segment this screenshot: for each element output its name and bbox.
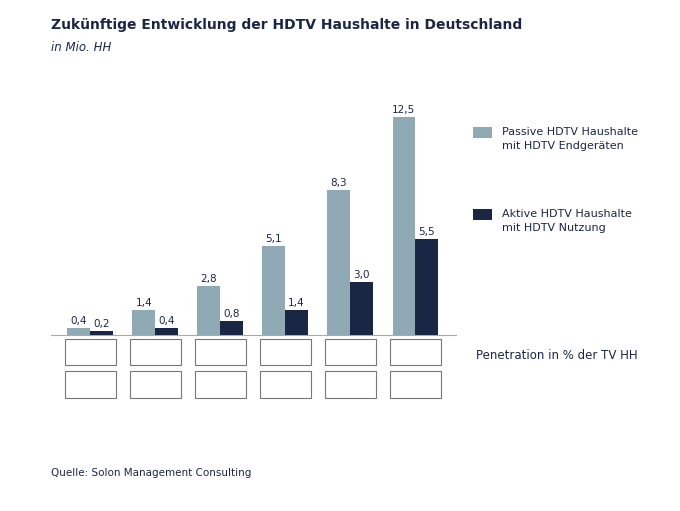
Bar — [285, 310, 308, 335]
Text: 13%: 13% — [272, 345, 298, 359]
Text: 0,2: 0,2 — [93, 319, 109, 329]
Text: 8,3: 8,3 — [330, 178, 347, 188]
Text: 5,5: 5,5 — [418, 227, 435, 237]
Bar — [197, 286, 220, 335]
Text: Aktive HDTV Haushalte
mit HDTV Nutzung: Aktive HDTV Haushalte mit HDTV Nutzung — [502, 210, 632, 233]
Bar — [350, 283, 373, 335]
Bar — [133, 310, 155, 335]
Text: Quelle: Solon Management Consulting: Quelle: Solon Management Consulting — [51, 468, 252, 478]
Bar — [415, 239, 438, 335]
Bar — [392, 117, 415, 335]
Text: 5,1: 5,1 — [265, 234, 282, 244]
Text: 12,5: 12,5 — [392, 105, 415, 114]
Text: 8%: 8% — [341, 378, 360, 391]
Text: 0,4: 0,4 — [158, 316, 175, 326]
Text: 8%: 8% — [211, 345, 229, 359]
Text: 1%: 1% — [81, 345, 99, 359]
Bar — [155, 328, 178, 335]
Text: 22%: 22% — [337, 345, 363, 359]
Text: 0,4: 0,4 — [71, 316, 87, 326]
Text: 15%: 15% — [403, 378, 428, 391]
Text: 4%: 4% — [146, 345, 165, 359]
Bar — [220, 321, 243, 335]
Text: 1,4: 1,4 — [135, 298, 152, 308]
Text: 4%: 4% — [276, 378, 294, 391]
Text: in Mio. HH: in Mio. HH — [51, 41, 112, 54]
Text: 0,8: 0,8 — [223, 309, 240, 319]
Text: Passive HDTV Haushalte
mit HDTV Endgeräten: Passive HDTV Haushalte mit HDTV Endgerät… — [502, 128, 638, 151]
Text: 1,4: 1,4 — [288, 298, 305, 308]
Bar — [328, 190, 350, 335]
Bar — [67, 328, 90, 335]
Text: 3,0: 3,0 — [354, 270, 370, 281]
Text: 2,8: 2,8 — [201, 274, 217, 284]
Text: 1%: 1% — [81, 378, 99, 391]
Text: Zukünftige Entwicklung der HDTV Haushalte in Deutschland: Zukünftige Entwicklung der HDTV Haushalt… — [51, 18, 522, 32]
Text: 2%: 2% — [211, 378, 229, 391]
Text: Penetration in % der TV HH: Penetration in % der TV HH — [476, 349, 638, 362]
Text: 1%: 1% — [146, 378, 165, 391]
Bar — [90, 331, 113, 335]
Text: 33%: 33% — [403, 345, 428, 359]
Bar — [262, 246, 285, 335]
